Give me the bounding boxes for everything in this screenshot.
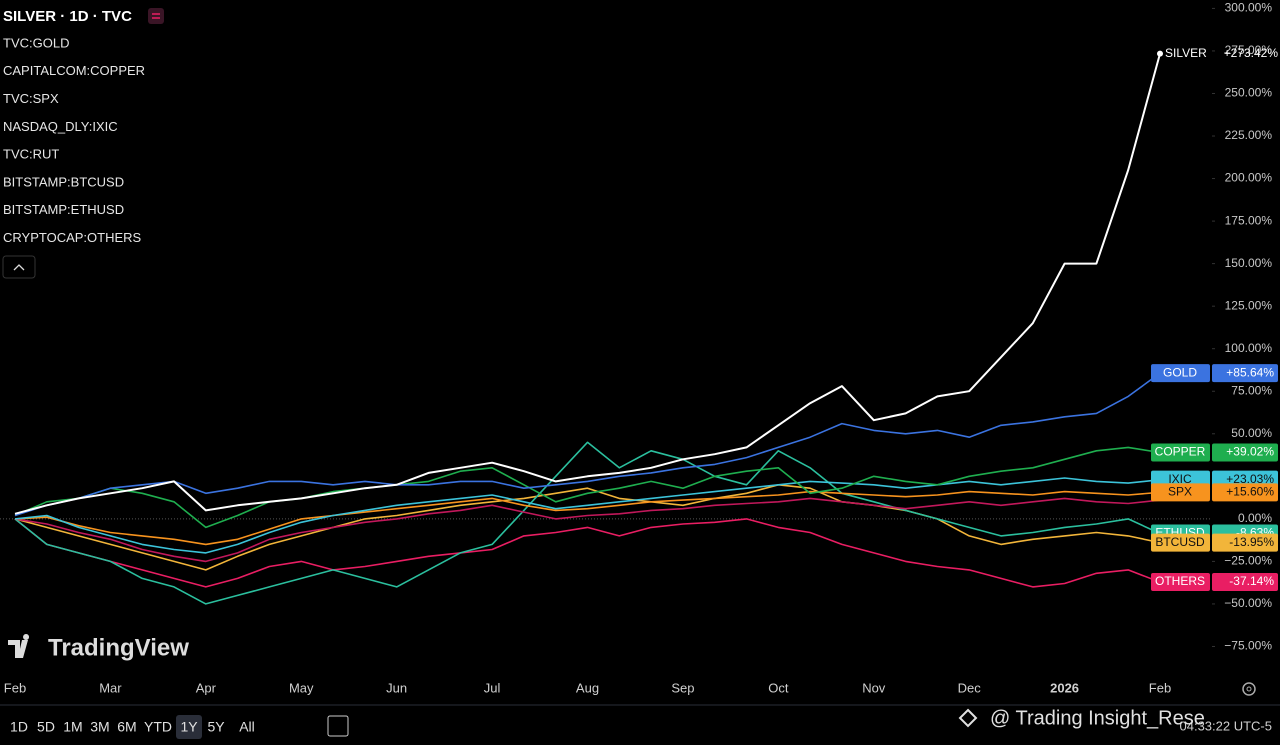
y-tick-label: 300.00% [1225, 1, 1273, 15]
y-tick-label: 150.00% [1225, 256, 1273, 270]
x-tick-label: Oct [768, 680, 789, 695]
series-line [14, 497, 1161, 563]
value-label: +15.60% [1226, 484, 1274, 498]
y-tick-label: 200.00% [1225, 171, 1273, 185]
tv-logo: TradingView [8, 634, 189, 661]
timeframe-button[interactable]: All [239, 719, 255, 735]
value-label: -13.95% [1229, 535, 1274, 549]
legend-item: BITSTAMP:ETHUSD [3, 202, 124, 217]
y-tick-label: 50.00% [1231, 426, 1272, 440]
name-tag [1151, 483, 1210, 502]
x-tick-label: Jun [386, 680, 407, 695]
y-tick-label: 0.00% [1238, 511, 1272, 525]
x-tick-label: Sep [671, 680, 694, 695]
value-tag [1212, 483, 1278, 502]
timeframe-button[interactable]: 5Y [207, 719, 225, 735]
y-tick-label: 250.00% [1225, 86, 1273, 100]
credit-icon [958, 708, 978, 728]
value-label: +273.42% [1224, 46, 1279, 60]
legend-item: TVC:GOLD [3, 35, 69, 50]
y-tick-label: 275.00% [1225, 43, 1273, 57]
y-tick-label: 125.00% [1225, 298, 1273, 312]
date-range-icon[interactable] [327, 715, 349, 737]
series-line [14, 484, 1161, 571]
series-line [14, 441, 1161, 605]
legend-item: TVC:SPX [3, 91, 59, 106]
y-tick-label: 225.00% [1225, 128, 1273, 142]
value-tag [1212, 573, 1278, 592]
series-line [14, 477, 1161, 554]
name-tag [1151, 364, 1210, 383]
credit: @ Trading Insight_Rese [990, 707, 1205, 729]
menu-icon[interactable] [148, 8, 164, 24]
value-label: +85.64% [1226, 365, 1274, 379]
x-tick-label: Dec [958, 680, 982, 695]
x-tick-label: 2026 [1050, 680, 1079, 695]
series-line [14, 518, 1161, 588]
legend-item: BITSTAMP:BTCUSD [3, 174, 124, 189]
timeframe-button[interactable]: 1D [10, 719, 28, 735]
timeframe-button[interactable]: 3M [90, 719, 109, 735]
series-name: IXIC [1168, 472, 1192, 486]
y-tick-label: 75.00% [1231, 383, 1272, 397]
series-line [14, 372, 1161, 517]
collapse-button[interactable] [2, 255, 36, 279]
timeframe-active [176, 715, 202, 739]
x-tick-label: Apr [196, 680, 217, 695]
timeframe-button[interactable]: 1M [63, 719, 82, 735]
legend-item: CRYPTOCAP:OTHERS [3, 230, 142, 245]
series-name: BTCUSD [1155, 535, 1205, 549]
series-line [14, 53, 1161, 515]
series-name: OTHERS [1155, 574, 1205, 588]
x-tick-label: Feb [1149, 680, 1171, 695]
value-label: -37.14% [1229, 574, 1274, 588]
chart-title: SILVER · 1D · TVC [3, 8, 132, 25]
clock: 04:33:22 UTC-5 [1180, 718, 1273, 733]
settings-core [1246, 686, 1252, 692]
y-tick-label: −75.00% [1224, 639, 1272, 653]
y-tick-label: −25.00% [1224, 554, 1272, 568]
x-tick-label: Nov [862, 680, 886, 695]
timeframe-button[interactable]: 1Y [180, 719, 198, 735]
y-tick-label: 175.00% [1225, 213, 1273, 227]
x-tick-label: Mar [99, 680, 122, 695]
legend-item: TVC:RUT [3, 147, 59, 162]
series-line [14, 446, 1161, 529]
timeframe-button[interactable]: 5D [37, 719, 55, 735]
name-tag [1151, 573, 1210, 592]
name-tag [1151, 533, 1210, 552]
legend-item: CAPITALCOM:COPPER [3, 63, 145, 78]
timeframe-button[interactable]: YTD [144, 719, 172, 735]
last-point [1157, 50, 1163, 57]
value-label: +23.03% [1226, 472, 1274, 486]
watermark: TradingView [48, 634, 189, 661]
y-tick-label: −50.00% [1224, 596, 1272, 610]
value-tag [1212, 364, 1278, 383]
x-tick-label: Aug [576, 680, 599, 695]
tv-logo-mark [8, 634, 30, 658]
x-tick-label: May [289, 680, 314, 695]
collapse-icon [13, 264, 25, 271]
menu-icon-lines [152, 13, 160, 19]
x-tick-label: Feb [4, 680, 26, 695]
series-name: COPPER [1155, 445, 1206, 459]
name-tag [1151, 443, 1210, 462]
y-tick-label: 100.00% [1225, 341, 1273, 355]
value-tag [1212, 443, 1278, 462]
series-name: SILVER [1165, 46, 1207, 60]
settings-icon[interactable] [1242, 682, 1256, 696]
series-name: SPX [1168, 484, 1192, 498]
series-line [14, 490, 1161, 546]
value-tag [1212, 533, 1278, 552]
settings-ring [1242, 682, 1256, 696]
x-tick-label: Jul [484, 680, 501, 695]
series-name: GOLD [1163, 365, 1197, 379]
value-label: +39.02% [1226, 445, 1274, 459]
legend-item: NASDAQ_DLY:IXIC [3, 119, 118, 134]
timeframe-button[interactable]: 6M [117, 719, 136, 735]
